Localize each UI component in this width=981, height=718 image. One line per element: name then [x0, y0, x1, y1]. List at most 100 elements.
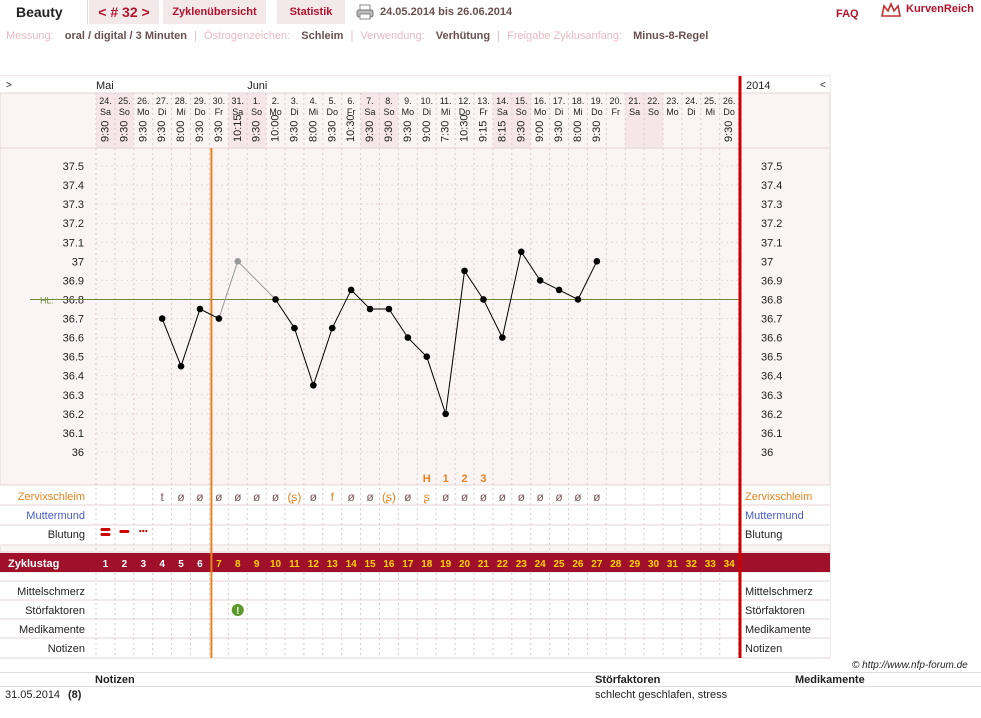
day-weekday: Mi — [573, 107, 583, 117]
tab-statistics[interactable]: Statistik — [277, 0, 345, 24]
day-date: 26. — [723, 96, 736, 106]
day-weekday: Di — [158, 107, 167, 117]
y-tick-label-right: 36.4 — [761, 371, 782, 383]
cycle-day-number: 23 — [516, 559, 528, 570]
temperature-segment — [577, 261, 598, 300]
cycle-day-number: 27 — [591, 559, 603, 570]
day-date: 16. — [534, 96, 547, 106]
day-weekday: Mi — [441, 107, 451, 117]
mucus-symbol: ø — [272, 490, 280, 504]
temperature-point[interactable] — [385, 305, 393, 313]
cycle-day-number: 2 — [122, 559, 128, 570]
cycle-day-number: 8 — [235, 559, 241, 570]
estrogen-value: Schleim — [301, 30, 344, 42]
day-date: 7. — [366, 96, 374, 106]
temperature-point[interactable] — [347, 286, 355, 294]
weekend-shade — [379, 93, 399, 148]
cervix-row-label: Muttermund — [26, 510, 85, 522]
day-weekday: Do — [194, 107, 206, 117]
temperature-point[interactable] — [499, 334, 506, 341]
temperature-point[interactable] — [593, 258, 601, 265]
extra-rows-bg — [0, 572, 830, 658]
temperature-point[interactable] — [461, 267, 468, 275]
temperature-point[interactable] — [555, 286, 563, 294]
y-tick-label-right: 37.2 — [761, 218, 782, 230]
weekend-shade — [644, 93, 663, 148]
day-weekday: Fr — [612, 107, 621, 117]
print-icon[interactable] — [356, 4, 374, 20]
mucus-symbol: ø — [366, 490, 374, 504]
day-weekday: So — [251, 107, 262, 117]
temperature-point[interactable] — [442, 410, 449, 418]
cervix-row-label-right: Muttermund — [745, 510, 804, 522]
y-tick-label: 37.4 — [63, 180, 84, 192]
tab-cycle-overview[interactable]: Zyklenübersicht — [163, 0, 266, 24]
temperature-segment — [520, 251, 541, 281]
bleeding-light — [142, 529, 145, 533]
cycle-day-number: 5 — [178, 559, 184, 570]
temperature-point[interactable] — [574, 296, 582, 303]
temperature-point[interactable] — [423, 353, 431, 360]
next-cycle-arrow[interactable]: < — [820, 80, 826, 91]
day-weekday: Sa — [629, 107, 640, 117]
temperature-segment — [445, 270, 466, 414]
temperature-point[interactable] — [234, 258, 242, 265]
temperature-point[interactable] — [177, 362, 185, 370]
usage-value: Verhütung — [435, 30, 491, 42]
temperature-point[interactable] — [404, 334, 412, 341]
weekend-shade — [247, 93, 267, 148]
cycle-navigator[interactable]: < # 32 > — [89, 0, 159, 24]
mucus-symbol: (ʂ) — [382, 490, 396, 504]
disturbance-icon-mark: ! — [236, 606, 239, 617]
month-label: Mai — [96, 80, 114, 92]
footer-col-meds: Medikamente — [795, 674, 865, 686]
mucus-symbol: ø — [196, 490, 204, 504]
temperature-point[interactable] — [310, 381, 317, 389]
day-date: 28. — [175, 96, 188, 106]
prev-cycle-arrow[interactable]: > — [6, 80, 12, 91]
temperature-point[interactable] — [536, 277, 544, 284]
cycle-day-number: 34 — [724, 559, 736, 570]
y-tick-label-right: 36.5 — [761, 352, 782, 364]
day-weekday: Mi — [309, 107, 319, 117]
temperature-point[interactable] — [328, 324, 336, 332]
y-tick-label: 37.5 — [63, 161, 84, 173]
temperature-point[interactable] — [517, 248, 525, 256]
cycle-day-number: 33 — [705, 559, 717, 570]
mucus-row-label: Zervixschleim — [18, 491, 85, 503]
day-weekday: Mo — [269, 107, 282, 117]
peak-day-marker: 2 — [461, 473, 467, 485]
footer-row-disturb: schlecht geschlafen, stress — [595, 689, 728, 701]
measure-time: 9:30 — [213, 121, 225, 142]
meds-row-label: Medikamente — [19, 624, 85, 636]
y-tick-label-right: 36.2 — [761, 409, 782, 421]
pain-row-label-right: Mittelschmerz — [745, 586, 813, 598]
bleeding-row-label: Blutung — [48, 529, 85, 541]
day-date: 11. — [440, 96, 452, 106]
bleeding-light — [145, 529, 148, 533]
y-tick-label-right: 37.5 — [761, 161, 782, 173]
temperature-segment — [388, 308, 409, 338]
cycle-day-number: 12 — [308, 559, 320, 570]
temperature-point[interactable] — [291, 324, 298, 332]
temperature-point[interactable] — [480, 296, 487, 303]
day-weekday: Di — [290, 107, 299, 117]
y-tick-label: 36.2 — [63, 409, 84, 421]
mucus-symbol: ø — [555, 490, 563, 504]
temperature-point[interactable] — [272, 296, 279, 303]
weekend-shade — [96, 93, 115, 148]
mucus-symbol: ø — [480, 490, 488, 504]
temperature-segment — [331, 289, 352, 329]
temperature-point[interactable] — [215, 315, 223, 322]
day-date: 27. — [156, 96, 169, 106]
temperature-point[interactable] — [158, 315, 166, 322]
day-weekday: Mo — [534, 107, 547, 117]
temperature-point[interactable] — [196, 305, 204, 313]
day-date: 22. — [647, 96, 660, 106]
disturbance-icon[interactable] — [231, 604, 244, 616]
faq-link[interactable]: FAQ — [836, 8, 859, 20]
measure-time: 9:30 — [118, 121, 130, 142]
temperature-point[interactable] — [366, 305, 374, 313]
notes-row-label: Notizen — [48, 643, 85, 655]
